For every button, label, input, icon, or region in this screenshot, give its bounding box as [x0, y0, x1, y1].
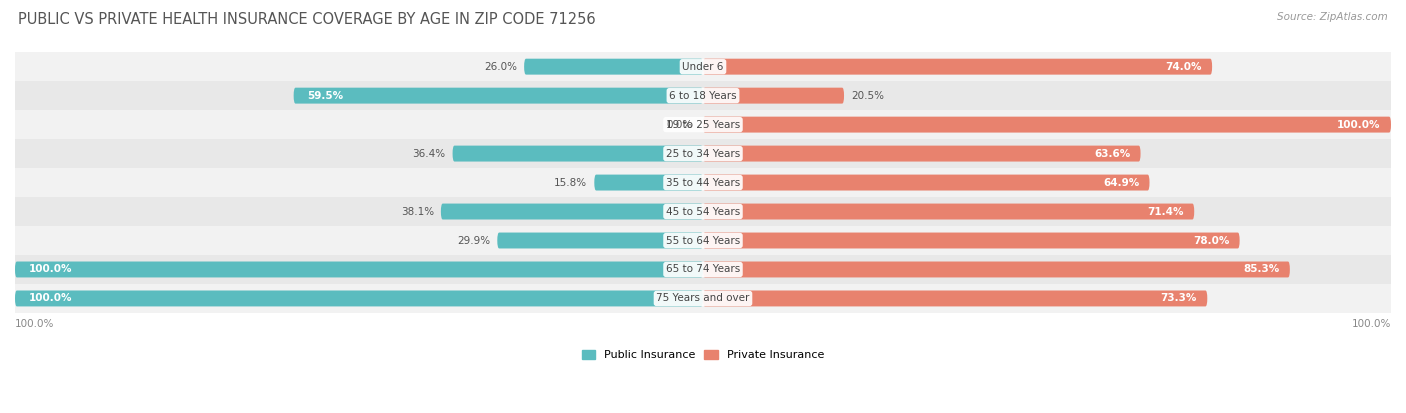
Bar: [15, 139, 1391, 168]
Text: 100.0%: 100.0%: [15, 319, 55, 329]
Text: 65 to 74 Years: 65 to 74 Years: [666, 264, 740, 275]
Legend: Public Insurance, Private Insurance: Public Insurance, Private Insurance: [578, 345, 828, 365]
Text: Under 6: Under 6: [682, 62, 724, 72]
FancyBboxPatch shape: [15, 261, 703, 278]
FancyBboxPatch shape: [703, 233, 1240, 249]
FancyBboxPatch shape: [703, 59, 1212, 75]
FancyBboxPatch shape: [703, 146, 1140, 161]
Bar: [15, 81, 1391, 110]
Text: 15.8%: 15.8%: [554, 178, 588, 188]
Text: PUBLIC VS PRIVATE HEALTH INSURANCE COVERAGE BY AGE IN ZIP CODE 71256: PUBLIC VS PRIVATE HEALTH INSURANCE COVER…: [18, 12, 596, 27]
Text: 74.0%: 74.0%: [1166, 62, 1202, 72]
Text: 100.0%: 100.0%: [28, 294, 72, 304]
Text: 19 to 25 Years: 19 to 25 Years: [666, 120, 740, 130]
FancyBboxPatch shape: [703, 175, 1150, 190]
Text: 78.0%: 78.0%: [1192, 235, 1229, 245]
Bar: [15, 52, 1391, 81]
Text: 45 to 54 Years: 45 to 54 Years: [666, 206, 740, 216]
Text: 26.0%: 26.0%: [484, 62, 517, 72]
Text: 0.0%: 0.0%: [666, 120, 693, 130]
Bar: [15, 255, 1391, 284]
Text: 71.4%: 71.4%: [1147, 206, 1184, 216]
FancyBboxPatch shape: [441, 204, 703, 219]
Text: 25 to 34 Years: 25 to 34 Years: [666, 149, 740, 159]
Bar: [15, 226, 1391, 255]
Text: 38.1%: 38.1%: [401, 206, 434, 216]
Bar: [15, 110, 1391, 139]
Bar: [15, 284, 1391, 313]
Text: 75 Years and over: 75 Years and over: [657, 294, 749, 304]
Bar: [15, 168, 1391, 197]
FancyBboxPatch shape: [15, 290, 703, 306]
FancyBboxPatch shape: [703, 290, 1208, 306]
FancyBboxPatch shape: [703, 88, 844, 104]
Text: 73.3%: 73.3%: [1160, 294, 1197, 304]
FancyBboxPatch shape: [595, 175, 703, 190]
Text: 85.3%: 85.3%: [1243, 264, 1279, 275]
Text: 63.6%: 63.6%: [1094, 149, 1130, 159]
Text: 6 to 18 Years: 6 to 18 Years: [669, 90, 737, 101]
FancyBboxPatch shape: [703, 116, 1391, 133]
Text: 29.9%: 29.9%: [457, 235, 491, 245]
Text: 36.4%: 36.4%: [412, 149, 446, 159]
FancyBboxPatch shape: [524, 59, 703, 75]
Text: 59.5%: 59.5%: [308, 90, 343, 101]
Text: 100.0%: 100.0%: [1351, 319, 1391, 329]
Text: 64.9%: 64.9%: [1102, 178, 1139, 188]
Text: 55 to 64 Years: 55 to 64 Years: [666, 235, 740, 245]
Bar: [15, 197, 1391, 226]
Text: Source: ZipAtlas.com: Source: ZipAtlas.com: [1277, 12, 1388, 22]
FancyBboxPatch shape: [703, 204, 1194, 219]
Text: 100.0%: 100.0%: [28, 264, 72, 275]
Text: 35 to 44 Years: 35 to 44 Years: [666, 178, 740, 188]
Text: 20.5%: 20.5%: [851, 90, 884, 101]
FancyBboxPatch shape: [294, 88, 703, 104]
FancyBboxPatch shape: [453, 146, 703, 161]
FancyBboxPatch shape: [498, 233, 703, 249]
Text: 100.0%: 100.0%: [1337, 120, 1381, 130]
FancyBboxPatch shape: [703, 261, 1289, 278]
